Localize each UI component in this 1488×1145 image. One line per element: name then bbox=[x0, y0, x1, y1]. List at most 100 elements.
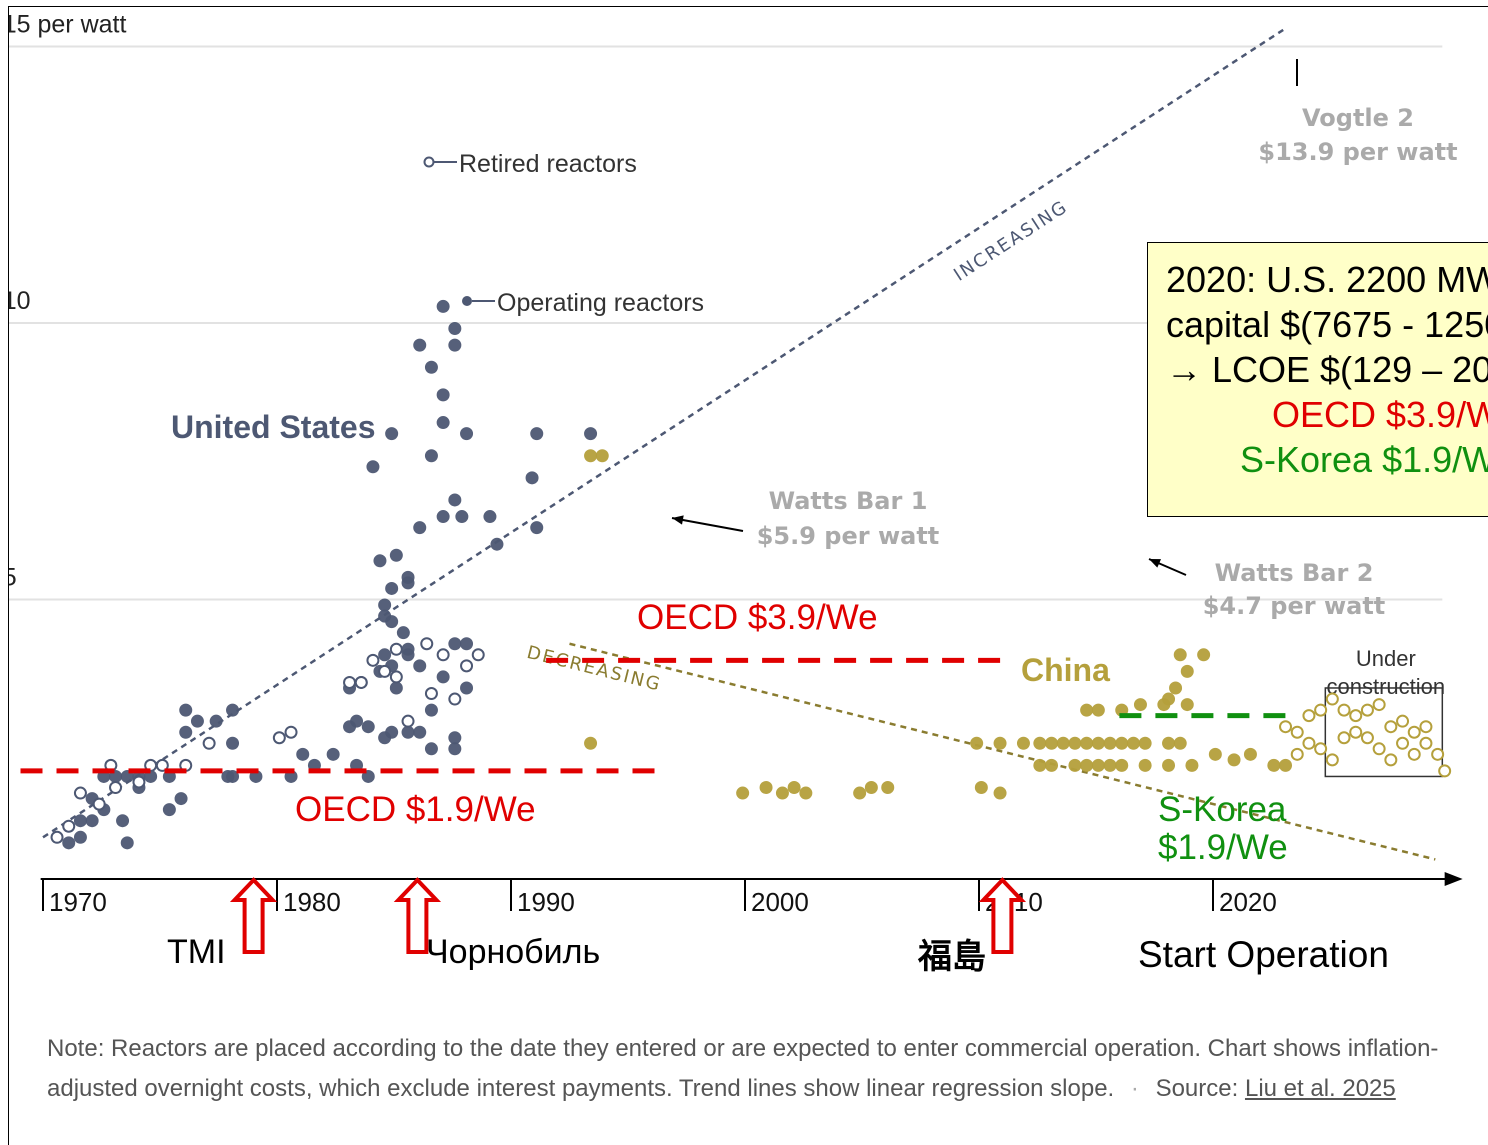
us-reactor-point bbox=[109, 781, 123, 795]
china-reactor-point bbox=[1302, 736, 1316, 750]
us-reactor-point bbox=[584, 427, 598, 441]
us-reactor-point bbox=[413, 521, 427, 535]
under-construction-label-2: construction bbox=[1327, 674, 1446, 699]
us-reactor-point bbox=[424, 360, 438, 374]
watts-bar-1-arrowhead bbox=[672, 515, 684, 525]
watts-bar-1-arrow bbox=[671, 517, 744, 532]
us-reactor-point bbox=[385, 427, 399, 441]
us-reactor-point bbox=[361, 720, 375, 734]
us-reactor-point bbox=[436, 388, 450, 402]
decreasing-trend-line bbox=[569, 642, 1436, 861]
benchmark-label: S-Korea bbox=[1158, 790, 1287, 829]
china-reactor-point bbox=[1314, 703, 1328, 717]
us-reactor-point bbox=[525, 471, 539, 485]
watts-bar-2-name: Watts Bar 2 bbox=[1215, 559, 1374, 587]
us-reactor-point bbox=[460, 659, 474, 673]
x-tick-label: 2020 bbox=[1219, 887, 1277, 917]
china-reactor-point bbox=[1169, 681, 1183, 695]
under-construction-label-1: Under bbox=[1356, 646, 1416, 671]
us-reactor-point bbox=[190, 714, 204, 728]
china-reactor-point bbox=[1337, 731, 1351, 745]
china-reactor-point bbox=[1267, 758, 1281, 772]
china-reactor-point bbox=[1180, 664, 1194, 678]
china-reactor-point bbox=[1162, 692, 1176, 706]
us-reactor-point bbox=[343, 675, 357, 689]
us-reactor-point bbox=[448, 322, 462, 336]
china-reactor-point bbox=[1396, 714, 1410, 728]
china-reactor-point bbox=[993, 786, 1007, 800]
us-reactor-point bbox=[272, 731, 286, 745]
china-reactor-point bbox=[1396, 736, 1410, 750]
china-reactor-point bbox=[864, 781, 878, 795]
us-reactor-point bbox=[85, 814, 99, 828]
callout-line-5: S-Korea $1.9/We bbox=[1240, 439, 1488, 480]
china-reactor-point bbox=[1185, 758, 1199, 772]
note-text: Note: Reactors are placed according to t… bbox=[47, 1035, 1439, 1102]
china-reactor-point bbox=[595, 449, 609, 463]
china-reactor-point bbox=[1384, 720, 1398, 734]
us-reactor-point bbox=[424, 687, 438, 701]
under-construction-box bbox=[1324, 687, 1444, 778]
us-reactor-point bbox=[448, 742, 462, 756]
us-reactor-point bbox=[455, 510, 469, 524]
china-reactor-point bbox=[1407, 725, 1421, 739]
china-reactor-point bbox=[1115, 758, 1129, 772]
us-reactor-point bbox=[401, 725, 415, 739]
china-reactor-point bbox=[1407, 747, 1421, 761]
us-reactor-point bbox=[424, 742, 438, 756]
us-reactor-point bbox=[436, 648, 450, 662]
china-reactor-point bbox=[1103, 736, 1117, 750]
china-reactor-point bbox=[974, 781, 988, 795]
china-reactor-point bbox=[1068, 758, 1082, 772]
us-reactor-point bbox=[62, 836, 76, 850]
us-reactor-point bbox=[389, 642, 403, 656]
china-reactor-point bbox=[1325, 692, 1339, 706]
us-reactor-point bbox=[326, 747, 340, 761]
us-reactor-point bbox=[436, 510, 450, 524]
china-reactor-point bbox=[759, 781, 773, 795]
us-reactor-point bbox=[378, 664, 392, 678]
us-reactor-point bbox=[296, 747, 310, 761]
x-tick-label: 1980 bbox=[283, 887, 341, 917]
us-reactor-point bbox=[179, 725, 193, 739]
vogtle-cost: $13.9 per watt bbox=[1258, 138, 1457, 166]
watts-bar-2-arrowhead bbox=[1149, 559, 1161, 568]
us-reactor-point bbox=[162, 803, 176, 817]
us-reactor-point bbox=[420, 637, 434, 651]
us-reactor-point bbox=[385, 725, 399, 739]
x-tick-label: 1970 bbox=[49, 887, 107, 917]
china-reactor-point bbox=[1173, 648, 1187, 662]
us-reactor-point bbox=[73, 830, 87, 844]
event-arrow-icon bbox=[229, 877, 278, 954]
us-reactor-point bbox=[373, 554, 387, 568]
china-reactor-point bbox=[1115, 736, 1129, 750]
china-reactor-point bbox=[584, 449, 598, 463]
us-reactor-point bbox=[436, 670, 450, 684]
event-arrow-icon bbox=[978, 877, 1027, 954]
watts-bar-2-cost: $4.7 per watt bbox=[1203, 592, 1386, 620]
callout-line-2: capital $(7675 - 12500)/kWe bbox=[1166, 304, 1488, 345]
china-reactor-point bbox=[1325, 753, 1339, 767]
china-reactor-point bbox=[1045, 736, 1059, 750]
us-reactor-point bbox=[209, 714, 223, 728]
increasing-trend-line bbox=[42, 28, 1284, 839]
us-reactor-point bbox=[436, 299, 450, 313]
retired-legend-marker bbox=[423, 156, 435, 168]
us-reactor-point bbox=[389, 670, 403, 684]
china-reactor-point bbox=[1279, 758, 1293, 772]
china-reactor-point bbox=[1045, 758, 1059, 772]
source-link[interactable]: Liu et al. 2025 bbox=[1244, 1075, 1396, 1102]
china-reactor-point bbox=[1162, 736, 1176, 750]
event-arrow-icon bbox=[393, 877, 442, 954]
china-reactor-point bbox=[1372, 742, 1386, 756]
china-reactor-point bbox=[1162, 758, 1176, 772]
china-reactor-point bbox=[1080, 736, 1094, 750]
us-reactor-point bbox=[132, 775, 146, 789]
us-reactor-point bbox=[221, 769, 235, 783]
china-reactor-point bbox=[881, 781, 895, 795]
us-reactor-point bbox=[155, 758, 169, 772]
us-reactor-point bbox=[530, 521, 544, 535]
reactor-cost-chart: $5$10$15 per watt19701980199020002010202… bbox=[9, 11, 1463, 976]
china-reactor-point bbox=[1080, 703, 1094, 717]
us-reactor-point bbox=[448, 493, 462, 507]
